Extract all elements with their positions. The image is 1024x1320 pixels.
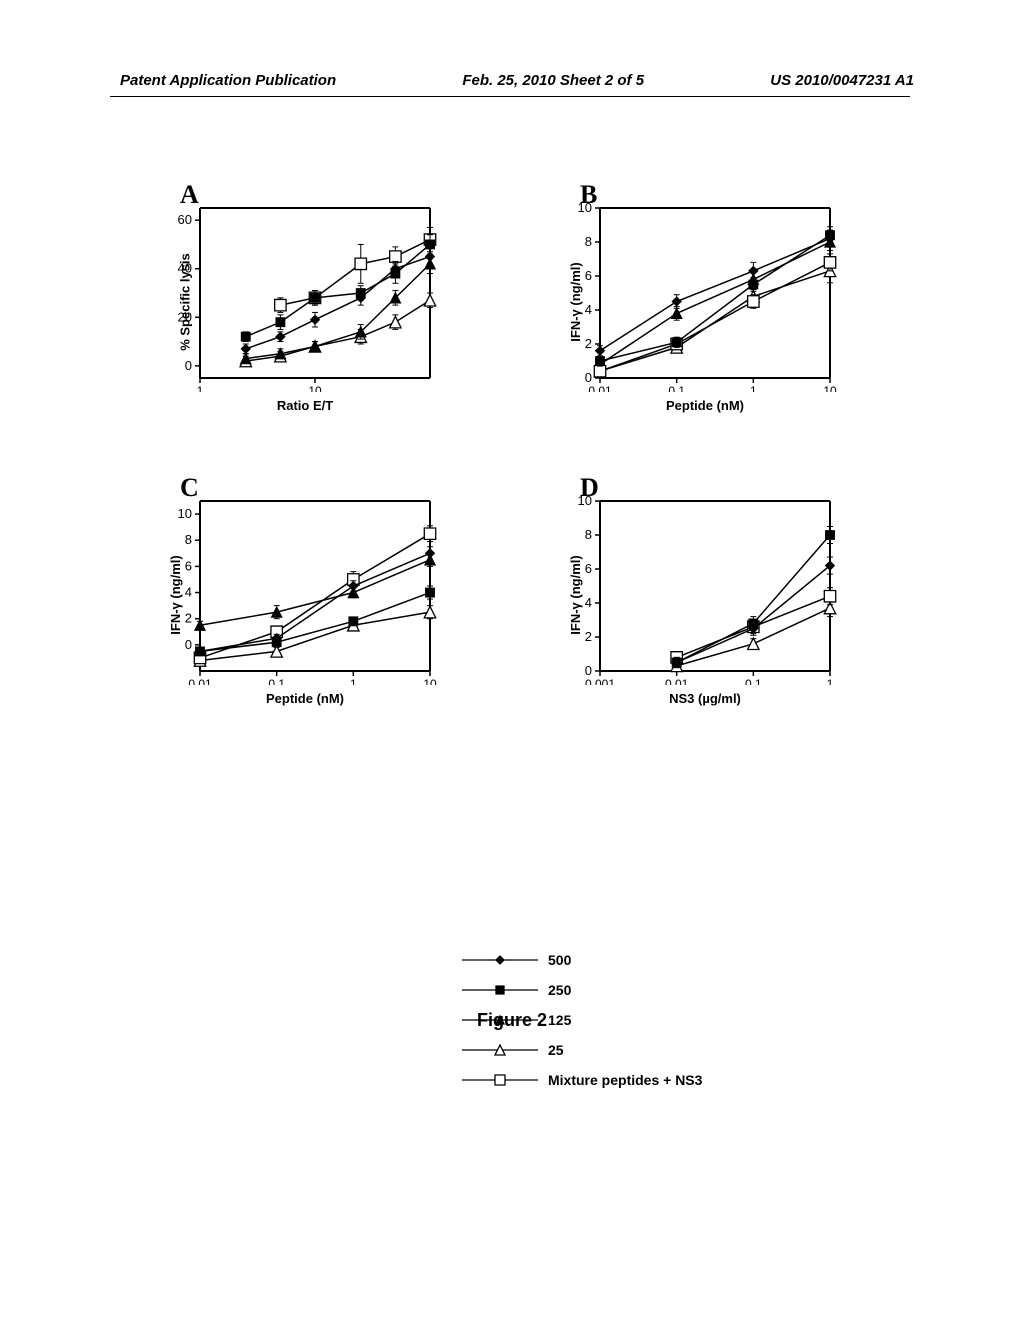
chart-A: 0204060110: [150, 190, 440, 392]
panel-letter: A: [180, 180, 199, 210]
svg-text:10: 10: [823, 384, 837, 392]
legend-label: 250: [548, 982, 571, 998]
panel-letter: C: [180, 473, 199, 503]
svg-text:8: 8: [585, 527, 592, 542]
svg-text:0: 0: [185, 358, 192, 373]
svg-text:6: 6: [185, 558, 192, 573]
svg-text:4: 4: [585, 595, 592, 610]
legend-item: Mixture peptides + NS3: [460, 1070, 702, 1090]
svg-text:0.01: 0.01: [665, 677, 689, 685]
svg-text:10: 10: [308, 384, 322, 392]
svg-text:1: 1: [197, 384, 204, 392]
svg-text:1: 1: [750, 384, 757, 392]
chart-D: 02468100.0010.010.11: [550, 483, 840, 685]
panel-letter: B: [580, 180, 597, 210]
svg-text:4: 4: [185, 585, 192, 600]
svg-text:8: 8: [585, 234, 592, 249]
svg-text:0: 0: [585, 370, 592, 385]
ylabel: IFN-γ (ng/ml): [568, 262, 583, 341]
ylabel: % Specific lysis: [177, 253, 192, 351]
figure-caption: Figure 2: [0, 1010, 1024, 1031]
ylabel: IFN-γ (ng/ml): [568, 555, 583, 634]
chart-B: 02468100.010.1110: [550, 190, 840, 392]
ylabel: IFN-γ (ng/ml): [168, 555, 183, 634]
svg-text:0.1: 0.1: [745, 677, 762, 685]
svg-text:0.001: 0.001: [585, 677, 615, 685]
xlabel: Peptide (nM): [150, 691, 460, 706]
figure-panels: A % Specific lysis 0204060110 Ratio E/T …: [150, 190, 880, 776]
xlabel: NS3 (µg/ml): [550, 691, 860, 706]
panel-A: A % Specific lysis 0204060110 Ratio E/T: [150, 190, 460, 413]
svg-text:0.01: 0.01: [188, 677, 212, 685]
svg-text:6: 6: [585, 268, 592, 283]
panel-B: B IFN-γ (ng/ml) 02468100.010.1110 Peptid…: [550, 190, 860, 413]
legend-item: 500: [460, 950, 702, 970]
xlabel: Ratio E/T: [150, 398, 460, 413]
svg-text:4: 4: [585, 302, 592, 317]
svg-text:10: 10: [423, 677, 437, 685]
legend-label: 500: [548, 952, 571, 968]
header-rule: [110, 96, 910, 97]
legend-item: 250: [460, 980, 702, 1000]
legend-item: 25: [460, 1040, 702, 1060]
panel-D: D IFN-γ (ng/ml) 02468100.0010.010.11 NS3…: [550, 483, 860, 706]
svg-text:6: 6: [585, 561, 592, 576]
svg-text:0.1: 0.1: [668, 384, 685, 392]
svg-text:2: 2: [585, 629, 592, 644]
page-header: Patent Application Publication Feb. 25, …: [0, 72, 1024, 89]
header-right: US 2010/0047231 A1: [770, 72, 914, 89]
svg-text:0.1: 0.1: [268, 677, 285, 685]
svg-text:8: 8: [185, 532, 192, 547]
svg-text:60: 60: [178, 212, 192, 227]
legend-label: 25: [548, 1042, 564, 1058]
svg-text:2: 2: [585, 336, 592, 351]
legend-label: Mixture peptides + NS3: [548, 1072, 702, 1088]
header-center: Feb. 25, 2010 Sheet 2 of 5: [462, 72, 644, 89]
panel-letter: D: [580, 473, 599, 503]
svg-text:0.01: 0.01: [588, 384, 612, 392]
header-left: Patent Application Publication: [120, 72, 336, 89]
xlabel: Peptide (nM): [550, 398, 860, 413]
svg-text:1: 1: [350, 677, 357, 685]
svg-text:10: 10: [178, 506, 192, 521]
svg-text:1: 1: [827, 677, 834, 685]
svg-text:0: 0: [185, 637, 192, 652]
chart-C: 0 2 4 6 8 10 0.01 0.1 1 10: [150, 483, 440, 685]
svg-text:0: 0: [585, 663, 592, 678]
panel-C: C IFN-γ (ng/ml) 02468100.010.1110 Peptid…: [150, 483, 460, 706]
svg-text:2: 2: [185, 611, 192, 626]
